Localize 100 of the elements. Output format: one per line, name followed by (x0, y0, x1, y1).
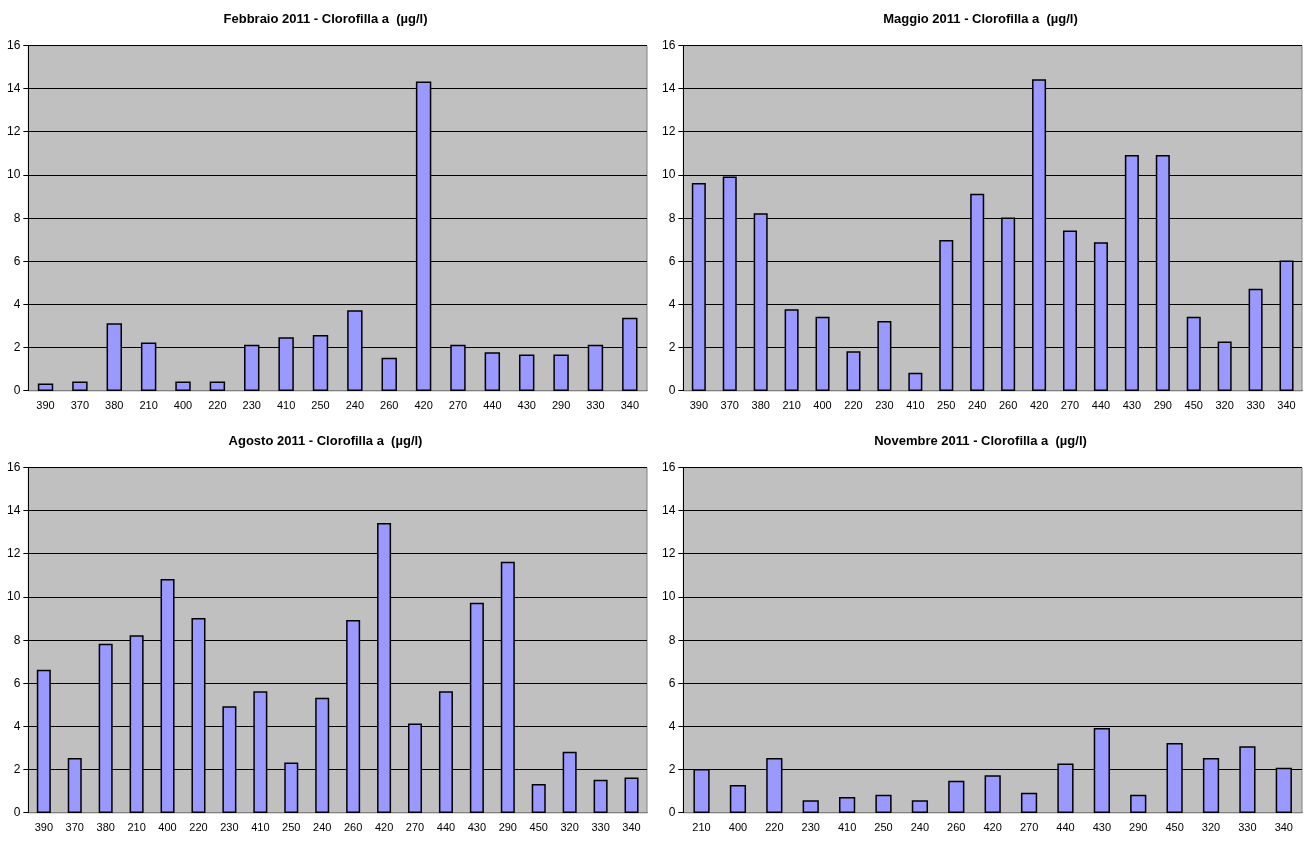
x-tick-label: 330 (591, 821, 610, 834)
y-tick-label: 6 (13, 675, 21, 690)
x-tick-label: 430 (517, 399, 536, 412)
y-tick-label: 12 (6, 546, 21, 561)
x-tick-label: 270 (448, 399, 468, 412)
x-tick-label: 210 (127, 821, 146, 834)
y-tick-label: 8 (13, 632, 21, 647)
y-tick-label: 6 (13, 253, 21, 268)
x-tick-label: 240 (968, 399, 987, 412)
x-tick-label: 250 (937, 399, 956, 412)
y-tick-label: 12 (661, 124, 676, 139)
x-tick-label: 230 (875, 399, 894, 412)
y-tick-label: 2 (668, 761, 676, 776)
y-tick-label: 8 (668, 210, 676, 225)
x-tick-label: 210 (139, 399, 158, 412)
x-tick-label: 430 (467, 821, 487, 834)
x-tick-label: 400 (173, 399, 193, 412)
x-tick-label: 390 (689, 399, 708, 412)
x-tick-label: 250 (311, 399, 330, 412)
y-tick-label: 10 (661, 167, 676, 182)
x-tick-label: 410 (837, 821, 857, 834)
x-tick-label: 370 (70, 399, 90, 412)
x-tick-label: 210 (692, 821, 711, 834)
y-tick-label: 10 (6, 167, 21, 182)
y-tick-label: 12 (6, 124, 21, 139)
y-tick-label: 10 (661, 589, 676, 604)
x-tick-label: 370 (720, 399, 739, 412)
x-tick-label: 450 (1165, 821, 1184, 834)
x-tick-label: 210 (782, 399, 801, 412)
y-tick-label: 8 (668, 632, 676, 647)
y-tick-label: 14 (661, 503, 676, 518)
x-tick-label: 270 (405, 821, 425, 834)
x-tick-label: 330 (586, 399, 605, 412)
x-tick-label: 240 (910, 821, 930, 834)
x-tick-label: 390 (36, 399, 55, 412)
x-tick-label: 390 (34, 821, 53, 834)
x-tick-label: 440 (436, 821, 456, 834)
chart-title: Novembre 2011 - Clorofilla a (µg/l) (874, 433, 1087, 449)
y-tick-label: 16 (661, 459, 676, 474)
x-tick-label: 320 (1201, 821, 1221, 834)
x-tick-label: 450 (529, 821, 548, 834)
y-tick-label: 16 (661, 37, 676, 52)
x-tick-label: 220 (765, 821, 784, 834)
x-tick-label: 420 (983, 821, 1002, 834)
y-tick-label: 10 (6, 589, 21, 604)
x-tick-label: 410 (251, 821, 270, 834)
y-tick-label: 14 (661, 81, 676, 96)
y-tick-label: 0 (13, 383, 21, 398)
y-tick-label: 4 (668, 296, 676, 311)
x-tick-label: 410 (276, 399, 296, 412)
chart-title: Febbraio 2011 - Clorofilla a (µg/l) (223, 11, 428, 27)
x-tick-label: 260 (998, 399, 1018, 412)
y-tick-label: 14 (6, 503, 21, 518)
y-tick-label: 2 (13, 339, 21, 354)
x-tick-label: 220 (189, 821, 208, 834)
x-tick-label: 420 (414, 399, 433, 412)
x-tick-label: 320 (560, 821, 579, 834)
x-tick-label: 400 (158, 821, 177, 834)
x-tick-label: 420 (1029, 399, 1049, 412)
x-tick-label: 220 (844, 399, 863, 412)
y-tick-label: 16 (6, 459, 21, 474)
y-tick-label: 0 (668, 383, 676, 398)
x-tick-label: 440 (483, 399, 502, 412)
x-tick-label: 430 (1092, 821, 1112, 834)
x-tick-label: 440 (1091, 399, 1111, 412)
x-tick-label: 290 (551, 399, 571, 412)
y-tick-label: 4 (13, 296, 21, 311)
x-tick-label: 260 (380, 399, 399, 412)
y-tick-label: 2 (13, 761, 21, 776)
x-tick-label: 290 (498, 821, 517, 834)
x-tick-label: 400 (813, 399, 832, 412)
x-tick-label: 340 (1274, 821, 1293, 834)
y-tick-label: 14 (6, 81, 21, 96)
x-tick-label: 420 (374, 821, 394, 834)
x-tick-label: 380 (105, 399, 124, 412)
y-tick-label: 0 (668, 805, 676, 820)
x-tick-label: 290 (1129, 821, 1148, 834)
x-tick-label: 380 (751, 399, 770, 412)
x-tick-label: 250 (874, 821, 893, 834)
chart-title: Maggio 2011 - Clorofilla a (µg/l) (883, 11, 1078, 27)
x-tick-label: 430 (1122, 399, 1142, 412)
x-tick-label: 340 (620, 399, 639, 412)
x-tick-label: 330 (1246, 399, 1265, 412)
x-tick-label: 370 (65, 821, 84, 834)
x-tick-label: 220 (208, 399, 227, 412)
y-tick-label: 4 (13, 718, 21, 733)
x-tick-label: 380 (96, 821, 115, 834)
y-tick-label: 2 (668, 339, 676, 354)
x-tick-label: 400 (728, 821, 748, 834)
y-tick-label: 6 (668, 253, 676, 268)
x-tick-label: 230 (220, 821, 239, 834)
x-tick-label: 260 (343, 821, 363, 834)
x-tick-label: 320 (1215, 399, 1234, 412)
x-tick-label: 330 (1238, 821, 1257, 834)
x-tick-label: 230 (242, 399, 261, 412)
y-tick-label: 12 (661, 546, 676, 561)
x-tick-label: 240 (345, 399, 365, 412)
y-tick-label: 0 (13, 805, 21, 820)
chart-title: Agosto 2011 - Clorofilla a (µg/l) (228, 433, 423, 449)
x-tick-label: 270 (1019, 821, 1039, 834)
